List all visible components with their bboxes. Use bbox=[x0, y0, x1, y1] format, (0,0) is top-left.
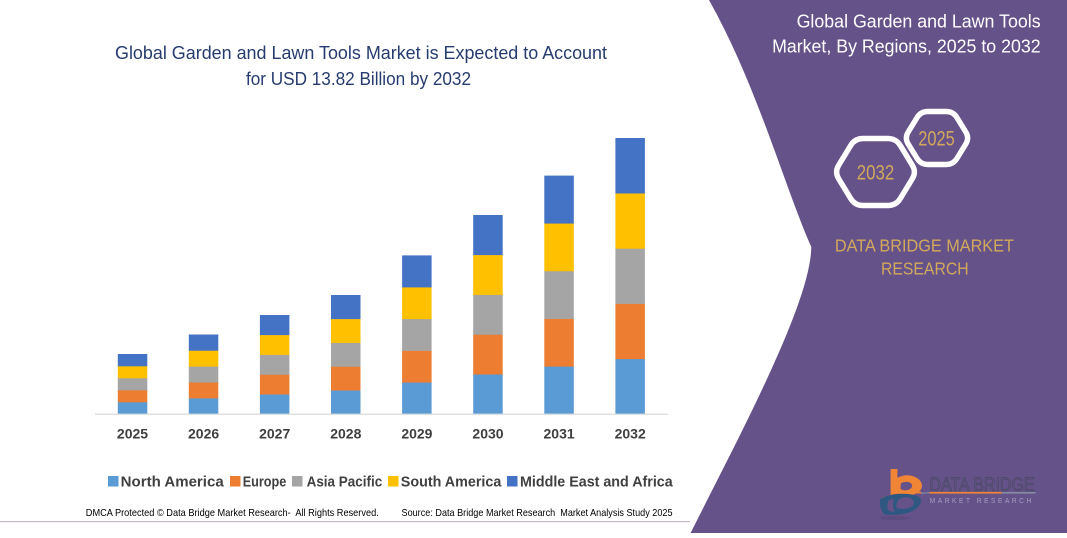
svg-text:Global Garden and Lawn Tools M: Global Garden and Lawn Tools Market is E… bbox=[115, 42, 607, 63]
svg-text:for USD 13.82 Billion by 2032: for USD 13.82 Billion by 2032 bbox=[246, 68, 471, 89]
svg-text:RESEARCH: RESEARCH bbox=[881, 258, 969, 278]
svg-text:2032: 2032 bbox=[857, 161, 895, 185]
svg-text:2028: 2028 bbox=[330, 426, 361, 442]
svg-text:2030: 2030 bbox=[472, 426, 503, 442]
svg-text:MARKET RESEARCH: MARKET RESEARCH bbox=[930, 496, 1034, 505]
svg-text:2029: 2029 bbox=[401, 426, 432, 442]
svg-text:Europe: Europe bbox=[243, 474, 287, 490]
svg-text:DMCA Protected © Data Bridge M: DMCA Protected © Data Bridge Market Rese… bbox=[86, 508, 379, 519]
svg-text:DATA BRIDGE: DATA BRIDGE bbox=[929, 475, 1034, 496]
svg-text:Middle East and Africa: Middle East and Africa bbox=[520, 474, 674, 490]
svg-text:2032: 2032 bbox=[615, 426, 646, 442]
svg-text:2026: 2026 bbox=[188, 426, 219, 442]
svg-text:2027: 2027 bbox=[259, 426, 290, 442]
svg-text:Asia Pacific: Asia Pacific bbox=[307, 474, 383, 490]
svg-text:Source: Data Bridge Market Res: Source: Data Bridge Market Research Mark… bbox=[402, 508, 673, 519]
svg-text:North America: North America bbox=[121, 474, 225, 490]
svg-text:DATA BRIDGE MARKET: DATA BRIDGE MARKET bbox=[835, 235, 1014, 255]
svg-text:Global Garden and Lawn Tools: Global Garden and Lawn Tools bbox=[797, 11, 1041, 31]
svg-text:2025: 2025 bbox=[117, 426, 148, 442]
svg-text:Market, By Regions, 2025 to 20: Market, By Regions, 2025 to 2032 bbox=[772, 36, 1041, 56]
svg-text:South America: South America bbox=[401, 474, 502, 490]
svg-text:2025: 2025 bbox=[918, 127, 955, 151]
svg-text:2031: 2031 bbox=[544, 426, 575, 442]
